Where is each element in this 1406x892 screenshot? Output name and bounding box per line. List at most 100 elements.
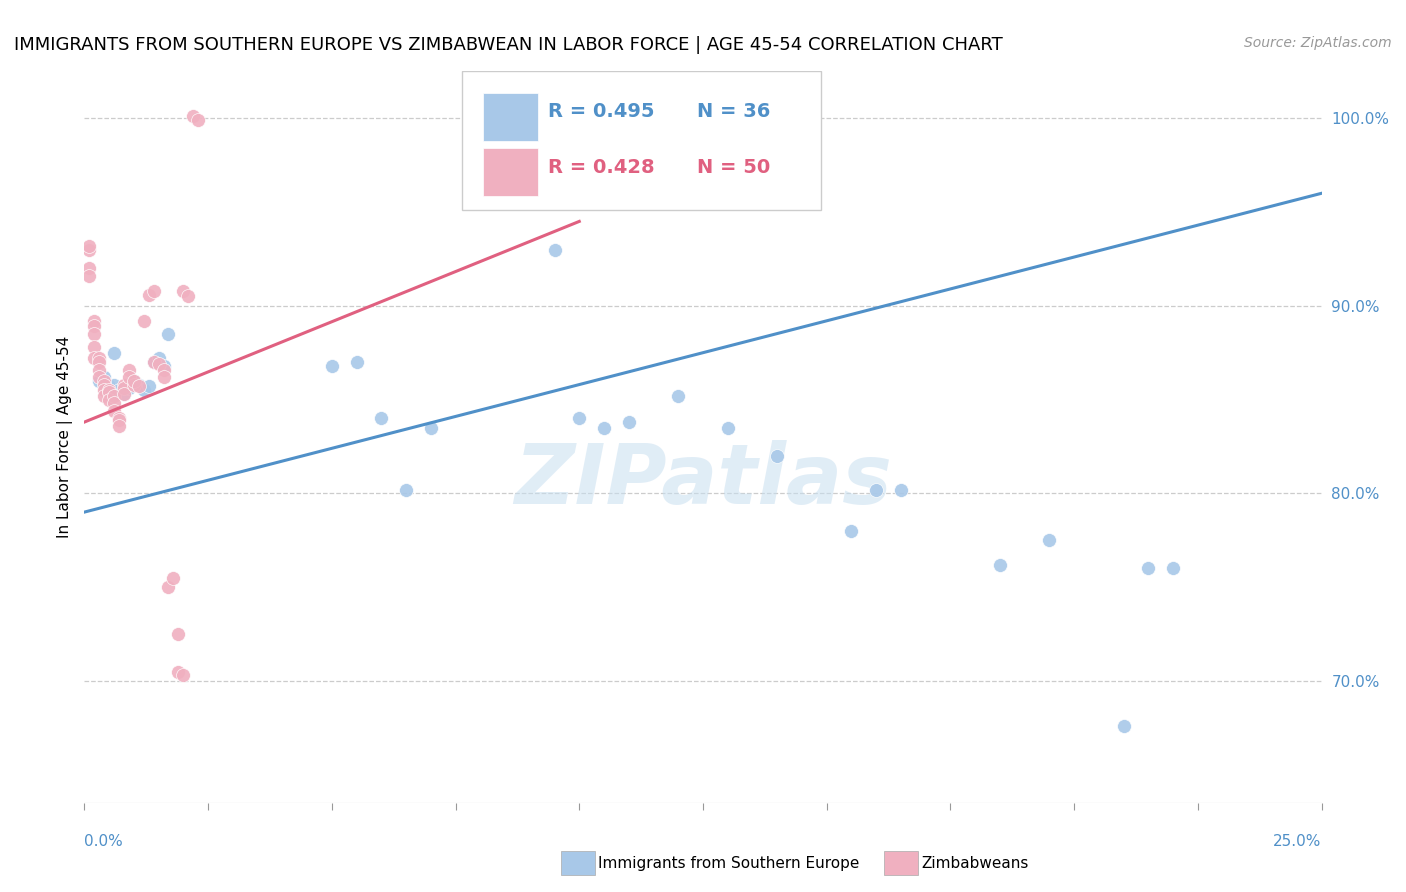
Point [841,524,863,538]
Point [172,284,194,298]
Point [112,381,135,395]
Point [1161,561,1184,575]
Point [395,483,418,497]
Point [83,319,105,334]
Point [132,314,155,328]
Point [79,261,101,276]
Point [83,340,105,354]
Point [167,665,190,679]
Point [132,383,155,397]
Point [89,355,111,369]
Point [1112,719,1135,733]
Point [98,379,121,393]
Point [142,284,165,298]
Point [118,381,141,395]
Point [543,243,565,257]
Point [89,370,111,384]
Point [152,362,174,376]
Text: Source: ZipAtlas.com: Source: ZipAtlas.com [1244,36,1392,50]
Y-axis label: In Labor Force | Age 45-54: In Labor Force | Age 45-54 [58,336,73,538]
Point [346,355,368,369]
Point [142,355,165,369]
Point [148,351,170,366]
Text: ZIPatlas: ZIPatlas [515,441,891,522]
Text: 0.0%: 0.0% [84,834,124,849]
Point [162,571,184,585]
Text: Zimbabweans: Zimbabweans [921,856,1028,871]
Point [83,326,105,341]
Point [122,374,145,388]
Text: R = 0.495: R = 0.495 [548,102,655,121]
Point [890,483,912,497]
Point [93,389,115,403]
Point [112,377,135,392]
Point [152,370,174,384]
Point [112,387,135,401]
Point [118,370,141,384]
Point [419,420,441,434]
Point [103,345,125,359]
Point [118,362,141,376]
Point [766,449,789,463]
Point [93,374,115,388]
Point [93,383,115,397]
Point [172,668,194,682]
Point [108,383,131,397]
Point [177,289,200,303]
Text: Immigrants from Southern Europe: Immigrants from Southern Europe [598,856,859,871]
FancyBboxPatch shape [482,94,538,141]
Point [1038,533,1060,548]
Point [128,377,150,392]
Point [89,351,111,366]
Point [568,411,591,425]
Text: 25.0%: 25.0% [1274,834,1322,849]
Point [617,415,640,429]
Point [108,413,131,427]
Point [83,351,105,366]
Point [98,383,121,397]
Point [865,483,887,497]
Point [157,580,180,594]
Point [1137,561,1160,575]
Point [181,109,204,123]
Point [122,374,145,388]
Text: N = 50: N = 50 [697,159,770,178]
Point [103,389,125,403]
Text: N = 36: N = 36 [697,102,770,121]
Point [98,385,121,400]
Point [93,370,115,384]
Point [79,239,101,253]
Point [83,314,105,328]
Point [157,326,180,341]
Point [79,268,101,283]
Point [593,420,616,434]
Point [122,377,145,392]
Point [103,377,125,392]
Point [108,411,131,425]
Text: IMMIGRANTS FROM SOUTHERN EUROPE VS ZIMBABWEAN IN LABOR FORCE | AGE 45-54 CORRELA: IMMIGRANTS FROM SOUTHERN EUROPE VS ZIMBA… [14,36,1002,54]
Point [138,287,160,301]
Point [98,392,121,407]
Point [666,389,689,403]
Point [89,362,111,376]
Point [167,627,190,641]
Point [103,404,125,418]
Point [108,418,131,433]
Point [103,396,125,410]
FancyBboxPatch shape [461,71,821,211]
Point [112,387,135,401]
Point [79,243,101,257]
Point [138,379,160,393]
Point [717,420,740,434]
Point [988,558,1011,572]
Point [370,411,392,425]
Point [93,377,115,392]
Point [321,359,343,373]
FancyBboxPatch shape [482,148,538,195]
Point [128,379,150,393]
Point [142,355,165,369]
Point [89,374,111,388]
Point [187,113,209,128]
Text: R = 0.428: R = 0.428 [548,159,655,178]
Point [148,357,170,371]
